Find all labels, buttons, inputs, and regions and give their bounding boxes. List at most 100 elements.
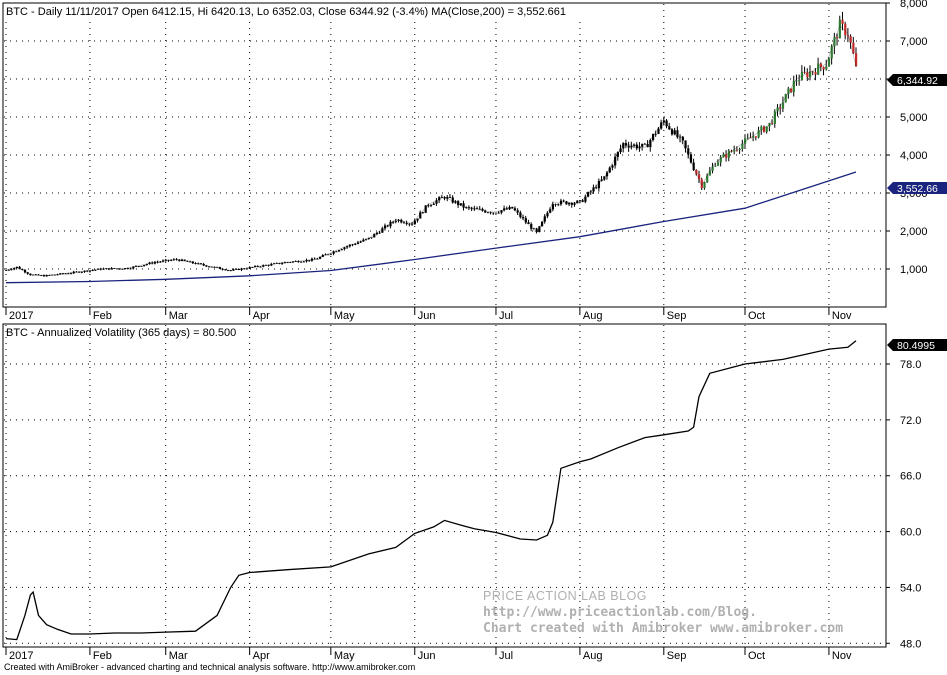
price-bar-body <box>624 143 628 146</box>
price-bar-body <box>665 120 668 127</box>
price-bar-body <box>771 122 774 124</box>
price-bar-body <box>587 192 590 197</box>
price-bar-body <box>792 80 795 93</box>
price-bar-body <box>10 269 13 271</box>
price-bar-body <box>194 263 197 265</box>
price-bar-body <box>597 180 601 189</box>
price-bar-body <box>183 259 186 261</box>
price-bar-body <box>205 265 208 267</box>
price-bar-body <box>199 263 203 265</box>
price-bar-body <box>75 271 78 273</box>
price-bar-body <box>189 261 192 263</box>
price-bar-body <box>392 221 395 223</box>
price-bar-body <box>240 268 243 270</box>
price-bar-body <box>316 258 319 260</box>
price-bar-body <box>413 220 416 225</box>
footer-credit: Created with AmiBroker - advanced charti… <box>4 662 415 672</box>
price-bar-body <box>340 249 343 251</box>
price-bar-body <box>573 203 576 205</box>
price-bar-body <box>327 254 330 256</box>
price-bar-body <box>714 165 717 167</box>
price-bar-body <box>48 274 51 276</box>
price-bar-body <box>784 93 787 103</box>
price-bar-body <box>662 120 666 123</box>
price-bar-body <box>421 212 425 214</box>
price-bar-body <box>798 80 801 81</box>
price-bar-body <box>259 266 262 268</box>
price-bar-body <box>248 267 251 269</box>
price-bar-body <box>787 88 790 94</box>
price-title-background <box>4 4 609 18</box>
price-bar-body <box>819 63 823 67</box>
price-bar-body <box>162 260 165 262</box>
price-bar-body <box>473 208 476 210</box>
price-bar-body <box>760 126 763 131</box>
price-bar-body <box>716 162 720 166</box>
price-bar-body <box>197 263 200 265</box>
price-bar-body <box>457 201 460 206</box>
price-bar-body <box>478 208 481 210</box>
price-bar-body <box>113 268 116 269</box>
price-bar-body <box>430 204 433 206</box>
price-bar-body <box>370 237 373 239</box>
price-bar-body <box>264 264 268 266</box>
price-bar-body <box>616 152 619 157</box>
price-bar-body <box>107 268 111 270</box>
price-bar-body <box>505 208 508 210</box>
price-bar-body <box>448 196 452 198</box>
price-bar-body <box>508 206 511 210</box>
price-bar-body <box>275 262 278 264</box>
price-bar-body <box>226 270 230 272</box>
x-tick-label: Nov <box>832 650 852 662</box>
price-bar-body <box>635 144 638 149</box>
price-bar-body <box>592 187 595 192</box>
volatility-x-axis: 2017 Feb Mar Apr May Jun Jul Aug Sep Oct Nov <box>5 647 852 662</box>
price-bar-body <box>619 148 622 153</box>
price-bar-body <box>321 255 324 257</box>
price-bar-body <box>530 223 533 229</box>
price-bar-body <box>329 253 333 255</box>
price-bar-body <box>733 149 736 152</box>
price-bar-body <box>105 268 108 270</box>
price-bar-body <box>454 201 457 203</box>
ma-200-line <box>5 171 857 284</box>
price-bar-body <box>443 197 446 199</box>
price-bar-body <box>814 72 817 75</box>
price-bar-body <box>115 268 119 270</box>
x-tick-label: Mar <box>169 310 188 322</box>
price-bar-body <box>803 71 806 73</box>
price-bar-body <box>262 265 265 267</box>
price-bar-body <box>23 270 27 273</box>
last-price-label: 6,344.92 <box>897 75 938 87</box>
price-bar-body <box>151 262 154 264</box>
last-volatility-badge: 80.4995 <box>887 339 947 352</box>
price-bar-body <box>614 156 617 166</box>
price-bar-body <box>332 251 335 254</box>
price-bar-body <box>124 268 127 270</box>
price-bar-body <box>291 261 295 263</box>
price-bar-body <box>319 256 322 259</box>
price-bar-body <box>354 244 357 245</box>
price-bar-body <box>833 37 836 47</box>
price-bar-body <box>738 149 741 150</box>
price-bar-body <box>459 203 462 206</box>
volatility-y-axis: 48.0 54.0 60.0 66.0 72.0 78.0 <box>886 359 921 650</box>
price-bar-body <box>565 201 568 205</box>
x-tick-label: Oct <box>748 310 765 322</box>
price-bar-body <box>643 143 647 145</box>
price-bar-body <box>143 264 146 266</box>
price-bar-body <box>781 102 785 109</box>
price-bar-body <box>557 204 560 206</box>
price-bar-body <box>768 122 771 127</box>
price-bar-body <box>216 266 219 268</box>
price-bar-body <box>836 37 839 39</box>
price-bar-body <box>110 268 113 270</box>
price-bar-body <box>134 266 138 267</box>
x-tick-label: 2017 <box>9 650 33 662</box>
price-bar-body <box>600 179 603 181</box>
price-bar-body <box>481 208 484 211</box>
price-bar-body <box>137 266 140 267</box>
price-bar-body <box>540 221 544 227</box>
price-bar-body <box>503 208 506 211</box>
